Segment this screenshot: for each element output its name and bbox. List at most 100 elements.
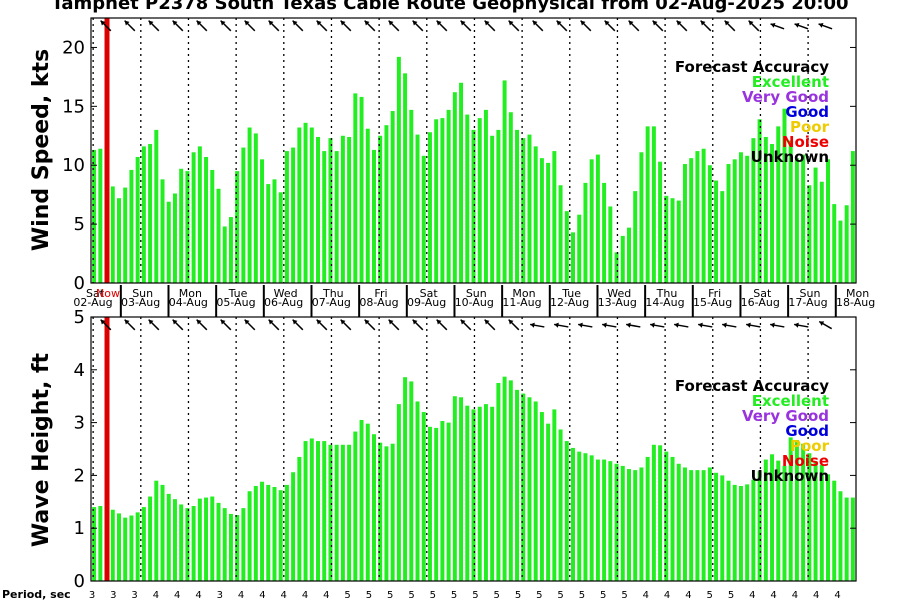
day-name-label: Sat <box>420 287 439 300</box>
bar <box>191 152 196 283</box>
bar <box>179 168 184 283</box>
direction-arrow-icon <box>794 322 809 328</box>
bar <box>745 484 750 581</box>
direction-arrow-icon <box>460 20 472 32</box>
bar <box>546 423 551 581</box>
bar <box>502 376 507 581</box>
bar <box>490 135 495 283</box>
legend-item: Good <box>785 422 829 440</box>
bar <box>714 180 719 283</box>
bar <box>172 499 177 581</box>
bar <box>185 171 190 283</box>
bar <box>832 204 837 283</box>
bar <box>502 80 507 283</box>
bar <box>216 502 221 581</box>
bar <box>645 456 650 581</box>
chart-title: Tamphet P2378 South Texas Cable Route Ge… <box>51 0 848 14</box>
period-value: 4 <box>749 590 755 600</box>
period-value: 4 <box>643 590 649 600</box>
direction-arrow-icon <box>388 20 400 32</box>
direction-arrow-icon <box>364 20 376 32</box>
bar <box>179 504 184 581</box>
bar <box>527 397 532 581</box>
bar <box>459 82 464 283</box>
bar <box>564 211 569 283</box>
bar <box>577 214 582 283</box>
bar <box>396 404 401 581</box>
bar <box>365 423 370 581</box>
bar <box>627 469 631 581</box>
bar <box>427 426 432 581</box>
period-value: 5 <box>451 590 457 600</box>
period-value: 5 <box>557 590 563 600</box>
bar <box>266 184 271 283</box>
period-value: 4 <box>813 590 819 600</box>
bar <box>515 389 520 581</box>
y-tick-label: 0 <box>74 273 85 294</box>
direction-arrow-icon <box>722 322 737 328</box>
bar <box>396 56 401 284</box>
day-date-label: 10-Aug <box>455 296 494 309</box>
direction-arrow-icon <box>388 319 400 331</box>
bar <box>92 507 97 581</box>
period-value: 4 <box>792 590 798 600</box>
direction-arrow-icon <box>316 319 328 331</box>
bar <box>689 470 694 581</box>
period-row: 3 3 3 4 4 4 3 4 4 4 4 4 5 5 5 5 5 5 5 5 5 5 5 5 5 5 4 4 4 5 5 4 4 4 4 4 <box>89 590 841 600</box>
bar <box>633 191 638 283</box>
direction-arrow-icon <box>100 20 112 32</box>
y-tick-label: 10 <box>62 155 85 176</box>
period-value: 5 <box>707 590 713 600</box>
legend-item: Poor <box>790 437 830 455</box>
day-date-label: 09-Aug <box>407 296 446 309</box>
bar <box>776 460 781 581</box>
direction-arrow-icon <box>244 20 256 32</box>
bar <box>266 484 271 581</box>
bar <box>477 118 482 283</box>
bar <box>483 404 488 581</box>
direction-arrow-icon <box>604 20 616 32</box>
bar <box>409 381 414 581</box>
day-date-label: 18-Aug <box>836 296 875 309</box>
period-value: 5 <box>387 590 393 600</box>
period-value: 4 <box>195 590 201 600</box>
direction-arrow-icon <box>770 322 785 328</box>
bar <box>309 127 314 283</box>
bar <box>564 441 569 581</box>
direction-arrow-icon <box>556 20 568 32</box>
bar <box>689 158 694 283</box>
day-name-label: Sun <box>799 287 820 300</box>
bar <box>222 226 227 283</box>
bar <box>726 480 731 581</box>
period-value: 5 <box>621 590 627 600</box>
direction-arrow-icon <box>698 322 713 328</box>
bar <box>589 455 594 581</box>
period-value: 3 <box>89 590 95 600</box>
bar <box>714 472 719 581</box>
bar <box>278 192 283 283</box>
bar <box>558 185 563 283</box>
bar <box>533 401 538 581</box>
day-name-label: Fri <box>708 287 721 300</box>
direction-arrow-icon <box>196 319 208 331</box>
period-value: 5 <box>430 590 436 600</box>
bar <box>110 186 115 283</box>
bar <box>340 444 345 581</box>
day-date-label: 17-Aug <box>788 296 827 309</box>
bar <box>595 459 600 581</box>
bar <box>303 441 308 581</box>
period-value: 4 <box>664 590 670 600</box>
bar <box>210 496 215 581</box>
direction-arrows <box>100 20 833 32</box>
direction-arrow-icon <box>818 22 833 30</box>
bar <box>651 126 656 283</box>
period-value: 5 <box>728 590 734 600</box>
bar <box>421 412 426 581</box>
direction-arrow-icon <box>292 319 304 331</box>
bar <box>228 217 233 283</box>
direction-arrow-icon <box>484 319 496 331</box>
legend-title: Forecast Accuracy <box>675 58 829 76</box>
period-value: 4 <box>174 590 180 600</box>
bar <box>838 220 843 283</box>
